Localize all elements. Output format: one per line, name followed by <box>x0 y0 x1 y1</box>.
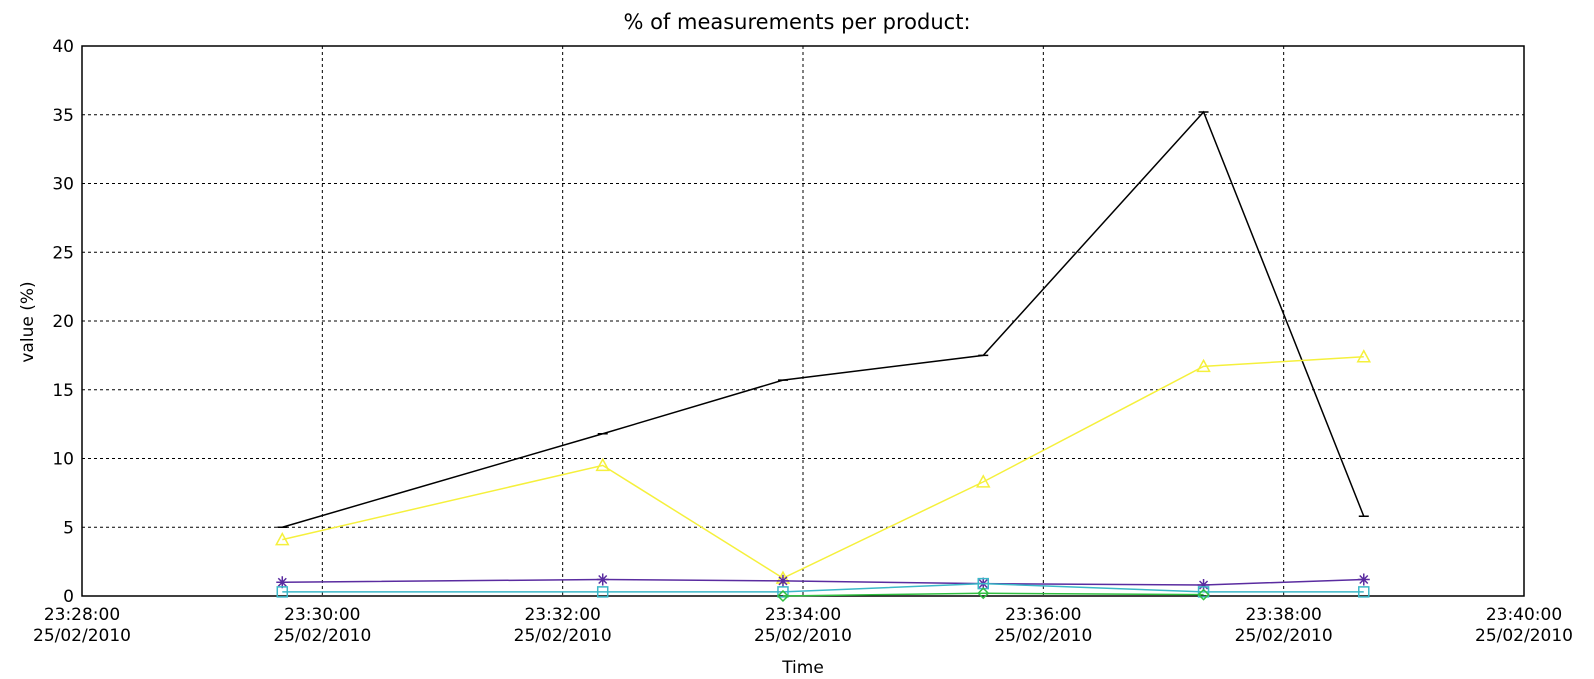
x-tick-date: 25/02/2010 <box>273 626 371 646</box>
data-point <box>776 574 789 587</box>
y-tick-label: 40 <box>52 37 74 57</box>
grid-lines <box>82 46 1524 596</box>
data-point <box>276 586 289 598</box>
data-point <box>776 589 790 603</box>
y-tick-label: 5 <box>63 518 74 538</box>
data-point <box>1196 358 1211 373</box>
chart-title: % of measurements per product: <box>623 10 970 34</box>
series-1 <box>277 110 1369 528</box>
x-tick-time: 23:40:00 <box>1486 605 1562 625</box>
x-axis-label: Time <box>781 658 824 678</box>
data-point <box>276 576 289 589</box>
data-point <box>777 586 789 598</box>
x-tick-time: 23:38:00 <box>1245 605 1321 625</box>
x-tick-labels: 23:28:0025/02/201023:30:0025/02/201023:3… <box>33 605 1573 646</box>
x-tick-date: 25/02/2010 <box>1235 626 1333 646</box>
x-tick-time: 23:28:00 <box>44 605 120 625</box>
x-tick-time: 23:34:00 <box>765 605 841 625</box>
y-axis-label: value (%) <box>18 281 38 362</box>
x-tick-time: 23:30:00 <box>284 605 360 625</box>
data-point <box>1197 586 1210 598</box>
data-point <box>1197 588 1210 601</box>
data-point <box>595 457 610 472</box>
y-tick-label: 0 <box>63 587 74 607</box>
series-5 <box>776 587 1210 603</box>
data-point <box>1358 586 1370 598</box>
series-line <box>782 592 1204 597</box>
data-point <box>975 474 991 488</box>
x-tick-date: 25/02/2010 <box>754 626 852 646</box>
data-point <box>977 587 990 600</box>
data-point <box>596 573 609 586</box>
y-tick-labels: 0 5 10 15 20 25 30 35 40 <box>52 37 74 607</box>
data-point <box>596 586 609 598</box>
x-tick-date: 25/02/2010 <box>33 626 131 646</box>
series-line <box>282 578 1364 586</box>
series-3 <box>276 573 1370 591</box>
x-tick-date: 25/02/2010 <box>994 626 1092 646</box>
data-point <box>1356 349 1372 363</box>
x-tick-date: 25/02/2010 <box>1475 626 1573 646</box>
series-line <box>282 356 1364 579</box>
x-tick-time: 23:32:00 <box>524 605 600 625</box>
y-tick-label: 25 <box>52 243 74 263</box>
series-line <box>282 110 1365 528</box>
series-2 <box>275 349 1372 584</box>
x-tick-date: 25/02/2010 <box>514 626 612 646</box>
series-layer <box>275 110 1372 603</box>
series-line <box>282 582 1364 593</box>
y-tick-label: 35 <box>52 106 74 126</box>
y-tick-label: 15 <box>52 381 74 401</box>
data-point <box>1357 573 1370 586</box>
y-tick-label: 10 <box>52 450 74 470</box>
data-point <box>275 532 290 546</box>
y-tick-label: 20 <box>52 312 74 332</box>
y-tick-label: 30 <box>52 175 74 195</box>
data-point <box>1197 579 1210 591</box>
x-tick-time: 23:36:00 <box>1005 605 1081 625</box>
